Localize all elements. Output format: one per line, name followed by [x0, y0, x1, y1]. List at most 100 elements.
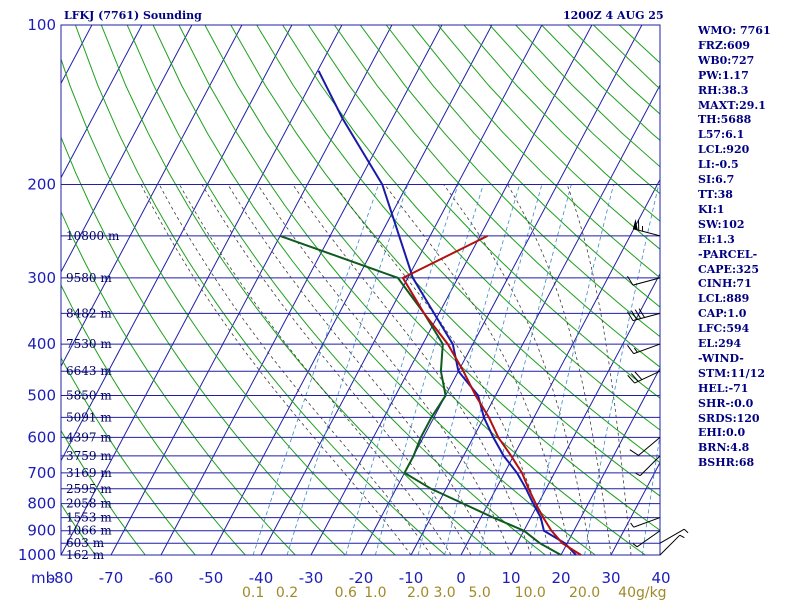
- index-item: SHR-:0.0: [698, 396, 754, 410]
- pressure-tick-label: 500: [27, 386, 56, 404]
- temperature-tick-label: -20: [349, 569, 374, 587]
- temperature-tick-label: -10: [399, 569, 424, 587]
- wind-barb: [629, 437, 661, 456]
- height-label: 603 m: [66, 536, 105, 550]
- index-item: WMO: 7761: [698, 24, 771, 37]
- index-item: TT:38: [698, 187, 733, 201]
- temperature-tick-label: 0: [456, 569, 466, 587]
- pressure-tick-label: 300: [27, 269, 56, 287]
- temperature-profile: [317, 70, 577, 556]
- height-label: 1066 m: [66, 524, 112, 538]
- index-item: SRDS:120: [698, 411, 760, 425]
- wind-barb: [630, 517, 661, 528]
- indices-panel: WMO: 7761 FRZ:609 WB0:727 PW:1.17 RH:38.3 MAX…: [698, 24, 798, 471]
- wind-barb: [659, 528, 689, 544]
- isotherm: [61, 25, 193, 274]
- wind-barb: [632, 219, 661, 237]
- wind-barb: [632, 530, 661, 548]
- moist-adiabat: [566, 184, 632, 555]
- index-item: LCL:889: [698, 292, 750, 306]
- index-item: BRN:4.8: [698, 441, 750, 455]
- mixing-ratio-line: [286, 184, 409, 555]
- dry-adiabat: [230, 25, 660, 497]
- wind-barb-column: [627, 219, 689, 556]
- height-label: 3169 m: [66, 466, 112, 480]
- index-item: EHI:0.0: [698, 426, 746, 440]
- moist-adiabat: [507, 184, 612, 555]
- index-item: SW:102: [698, 217, 745, 231]
- temperature-tick-label: -30: [299, 569, 324, 587]
- mixing-ratio-label: 0.1: [242, 585, 264, 600]
- height-label: 3759 m: [66, 449, 112, 463]
- height-label: 6643 m: [66, 364, 112, 378]
- mixing-ratio-label: 20.0: [569, 585, 600, 600]
- parcel-profile: [401, 235, 582, 556]
- index-item: BSHR:68: [698, 456, 755, 470]
- height-label: 10800 m: [66, 229, 120, 243]
- height-label: 5850 m: [66, 388, 112, 402]
- index-item: TH:5688: [698, 113, 752, 127]
- mixing-ratio-label: 5.0: [468, 585, 490, 600]
- height-label: 5091 m: [66, 410, 112, 424]
- moist-adiabat: [443, 184, 592, 555]
- wind-barb: [627, 308, 661, 322]
- isotherm: [610, 461, 660, 555]
- pressure-tick-label: 700: [27, 464, 56, 482]
- temperature-tick-label: 20: [551, 569, 570, 587]
- wind-barb: [627, 370, 661, 384]
- index-item: -WIND-: [698, 351, 744, 365]
- index-item: LFC:594: [698, 322, 750, 336]
- isotherm: [61, 25, 243, 368]
- mixing-ratio-label: 2.0: [407, 585, 429, 600]
- height-label: 7530 m: [66, 337, 112, 351]
- temperature-tick-label: -60: [149, 569, 174, 587]
- index-item: FRZ:609: [698, 38, 751, 52]
- index-item: KI:1: [698, 202, 725, 216]
- temperature-tick-label: -40: [249, 569, 274, 587]
- pressure-tick-label: 900: [27, 522, 56, 540]
- mixing-ratio-label: 40g/kg: [618, 585, 666, 600]
- mixing-ratio-line: [584, 184, 660, 555]
- height-label: 4397 m: [66, 430, 112, 444]
- wind-barb: [635, 455, 661, 477]
- height-label: 2595 m: [66, 482, 112, 496]
- mixing-ratio-label: 3.0: [433, 585, 455, 600]
- station-title: LFKJ (7761) Sounding: [64, 9, 202, 22]
- index-item: HEL:-71: [698, 381, 749, 395]
- pressure-tick-label: 600: [27, 428, 56, 446]
- isotherm: [61, 25, 293, 462]
- isotherm: [61, 25, 343, 555]
- isotherm: [560, 367, 660, 555]
- index-item: PW:1.17: [698, 68, 749, 82]
- index-item: WB0:727: [698, 53, 755, 67]
- dewpoint-profile: [279, 234, 562, 556]
- pressure-tick-label: 1000: [18, 546, 56, 564]
- sounding-time: 1200Z 4 AUG 25: [563, 9, 664, 22]
- temperature-tick-label: 30: [601, 569, 620, 587]
- pressure-tick-label: 400: [27, 335, 56, 353]
- mixing-ratio-line: [642, 433, 660, 555]
- wind-barb: [627, 275, 661, 286]
- index-item: LI:-0.5: [698, 158, 739, 172]
- moist-adiabat: [140, 184, 412, 555]
- isotherm: [410, 84, 660, 555]
- index-item: STM:11/12: [698, 366, 765, 380]
- index-item: RH:38.3: [698, 83, 749, 97]
- index-item: SI:6.7: [698, 173, 735, 187]
- height-label: 8482 m: [66, 306, 112, 320]
- dry-adiabat: [100, 25, 496, 555]
- moist-adiabat: [179, 184, 452, 555]
- height-label: 162 m: [66, 548, 105, 562]
- isotherm: [260, 25, 543, 555]
- dry-adiabat: [152, 25, 596, 555]
- isotherm: [61, 25, 143, 179]
- wind-barb: [659, 534, 685, 556]
- mixing-ratio-label: 0.2: [276, 585, 298, 600]
- pressure-tick-label: 800: [27, 495, 56, 513]
- mixing-ratio-label: 0.6: [335, 585, 357, 600]
- index-item: EI:1.3: [698, 232, 735, 246]
- temperature-tick-label: -50: [199, 569, 224, 587]
- chart-grid: [60, 24, 661, 556]
